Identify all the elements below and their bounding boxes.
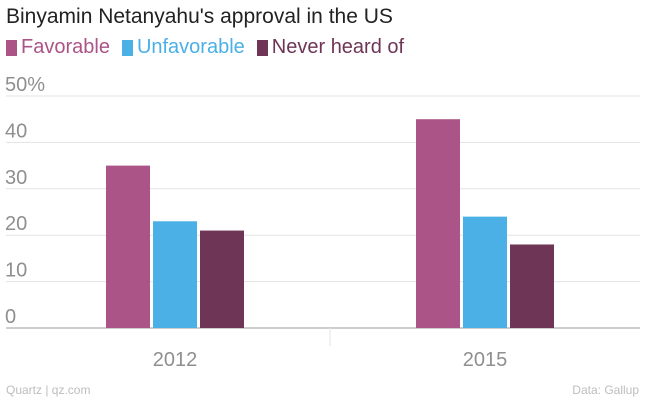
legend-label-unfavorable: Unfavorable [136, 36, 245, 58]
bars [106, 119, 554, 328]
axis-labels: 50% 40 30 20 10 0 2012 2015 [5, 74, 507, 371]
legend-swatch-unfavorable [121, 39, 133, 56]
data-source: Data: Gallup [572, 383, 639, 397]
chart-legend: Favorable Unfavorable Never heard of [6, 36, 404, 59]
bar-favorable-2015 [416, 119, 460, 328]
legend-label-favorable: Favorable [21, 36, 110, 58]
x-tick-label: 2015 [463, 349, 508, 371]
bar-favorable-2012 [106, 165, 150, 328]
bar-unfavorable-2015 [463, 216, 507, 328]
bar-unfavorable-2012 [153, 221, 197, 328]
y-tick-label: 20 [5, 213, 27, 235]
bar-never-heard-of-2012 [200, 230, 244, 328]
y-tick-label: 0 [5, 306, 16, 328]
bar-never-heard-of-2015 [510, 244, 554, 328]
y-tick-label: 50% [5, 74, 45, 96]
source-credit: Quartz | qz.com [6, 383, 91, 397]
legend-swatch-never-heard-of [256, 39, 268, 56]
chart-title: Binyamin Netanyahu's approval in the US [6, 5, 393, 28]
legend-swatch-favorable [6, 39, 17, 56]
y-tick-label: 40 [5, 120, 27, 142]
x-tick-label: 2012 [153, 349, 198, 371]
y-tick-label: 10 [5, 260, 27, 282]
legend-item-unfavorable: Unfavorable [121, 36, 245, 59]
legend-item-favorable: Favorable [6, 36, 110, 59]
y-tick-label: 30 [5, 167, 27, 189]
legend-label-never-heard-of: Never heard of [271, 36, 405, 58]
legend-item-never-heard-of: Never heard of [256, 36, 405, 59]
